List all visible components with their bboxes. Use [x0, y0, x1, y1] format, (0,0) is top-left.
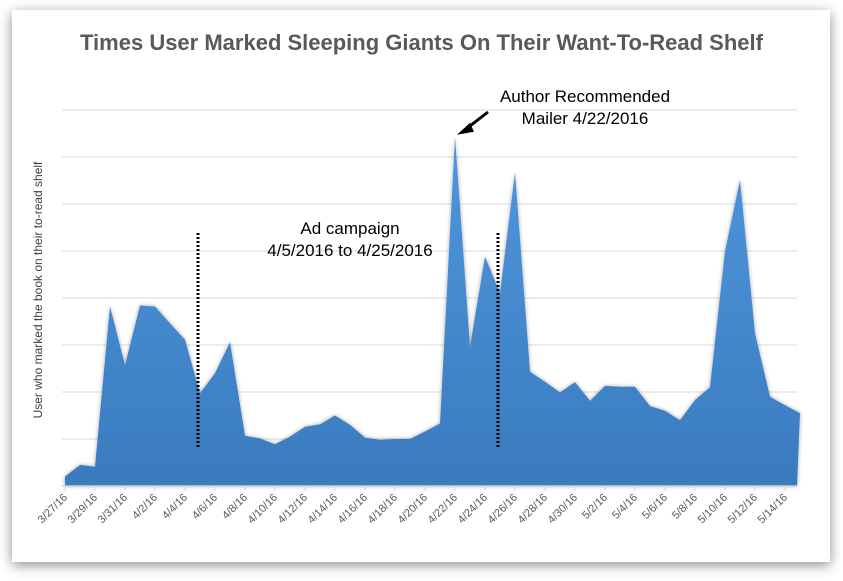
x-tick-label: 5/2/16 — [580, 492, 610, 522]
annotation-line: Ad campaign — [300, 219, 400, 238]
x-tick-label: 5/6/16 — [640, 492, 670, 522]
annotation-line: Author Recommended — [499, 87, 671, 106]
mailer-annotation: Author Recommended Mailer 4/22/2016 — [470, 86, 700, 130]
annotation-line: Mailer 4/22/2016 — [521, 109, 649, 128]
x-tick-label: 4/10/16 — [246, 492, 280, 526]
x-tick-label: 5/4/16 — [610, 492, 640, 522]
x-tick-label: 5/14/16 — [756, 492, 790, 526]
arrowhead-icon — [457, 122, 474, 135]
x-tick-label: 3/27/16 — [36, 492, 70, 526]
x-tick-label: 4/18/16 — [366, 492, 400, 526]
x-tick-label: 3/31/16 — [96, 492, 130, 526]
x-tick-label: 4/16/16 — [336, 492, 370, 526]
x-tick-label: 4/20/16 — [396, 492, 430, 526]
chart-title: Times User Marked Sleeping Giants On The… — [80, 30, 763, 55]
x-tick-label: 4/24/16 — [456, 492, 490, 526]
x-tick-label: 3/29/16 — [66, 492, 100, 526]
x-tick-label: 4/22/16 — [426, 492, 460, 526]
x-tick-label: 5/12/16 — [726, 492, 760, 526]
area-series — [65, 136, 800, 487]
x-tick-label: 4/4/16 — [160, 492, 190, 522]
x-tick-label: 4/28/16 — [516, 492, 550, 526]
ad-campaign-annotation: Ad campaign 4/5/2016 to 4/25/2016 — [230, 218, 470, 262]
x-tick-label: 5/10/16 — [696, 492, 730, 526]
x-tick-label: 4/6/16 — [190, 492, 220, 522]
x-tick-label: 4/14/16 — [306, 492, 340, 526]
x-tick-label: 4/12/16 — [276, 492, 310, 526]
annotation-line: 4/5/2016 to 4/25/2016 — [267, 241, 433, 260]
x-tick-label: 4/30/16 — [546, 492, 580, 526]
x-tick-label: 4/26/16 — [486, 492, 520, 526]
x-tick-label: 4/2/16 — [130, 492, 160, 522]
